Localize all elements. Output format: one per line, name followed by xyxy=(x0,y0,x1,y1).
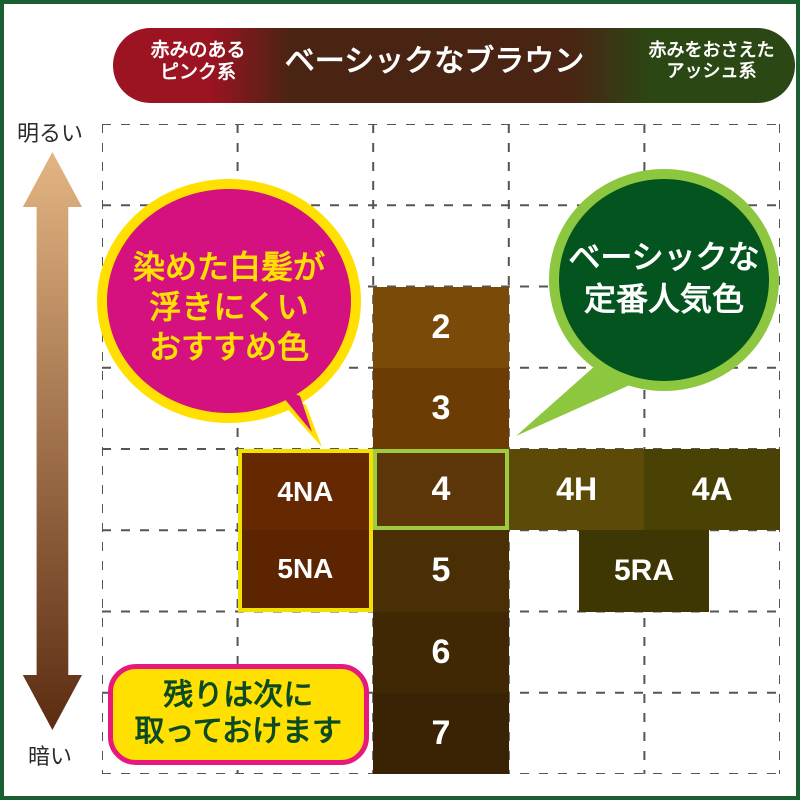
svg-text:浮きにくい: 浮きにくい xyxy=(149,289,308,325)
svg-text:染めた白髪が: 染めた白髪が xyxy=(133,249,325,285)
svg-text:おすすめ色: おすすめ色 xyxy=(149,329,309,365)
svg-text:ベーシックな: ベーシックな xyxy=(568,239,759,275)
svg-text:定番人気色: 定番人気色 xyxy=(584,281,744,317)
